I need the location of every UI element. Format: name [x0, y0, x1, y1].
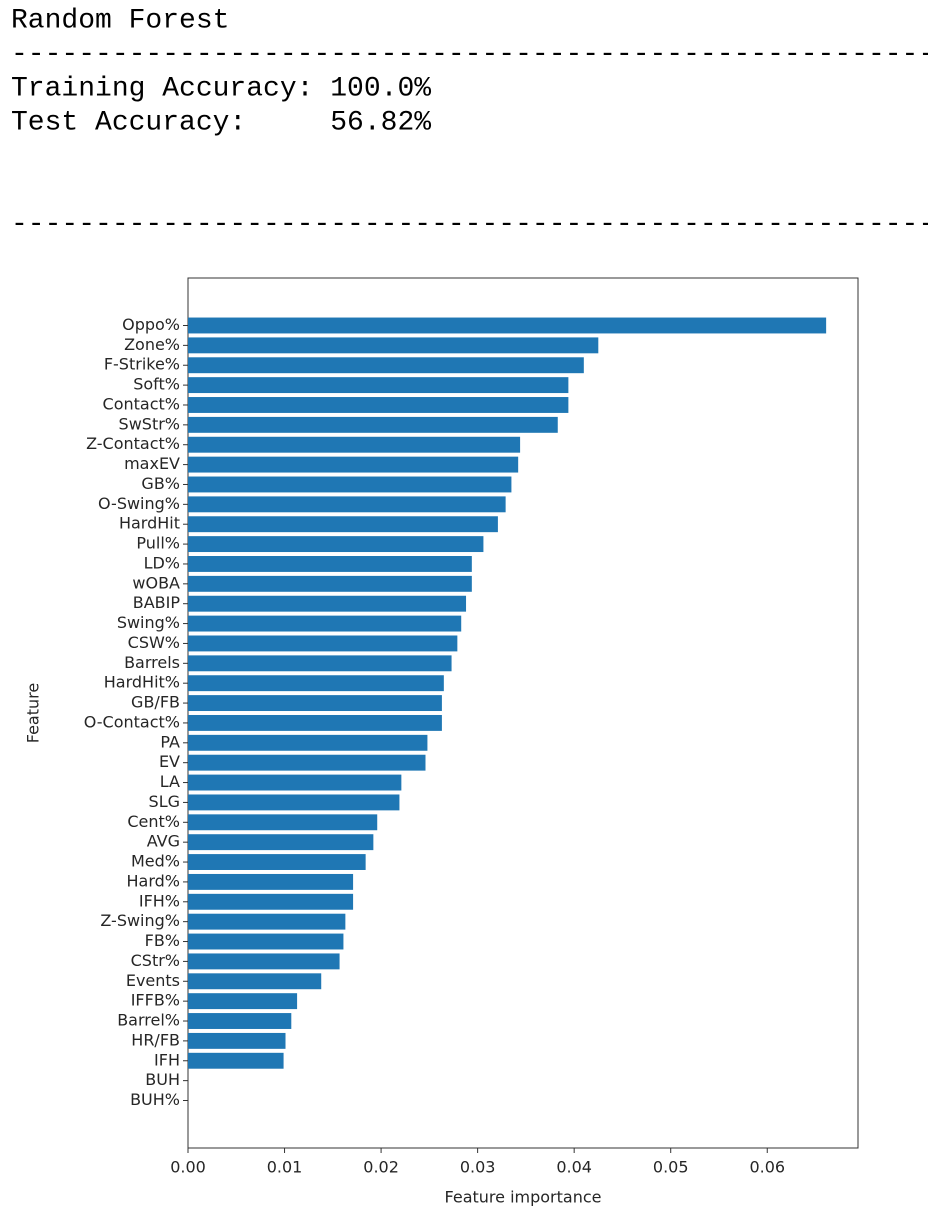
- y-tick-label: Contact%: [103, 394, 180, 413]
- separator: ----------------------------------------…: [11, 39, 928, 70]
- bar: [188, 734, 428, 751]
- y-tick-label: CSW%: [128, 633, 180, 652]
- training-accuracy: Training Accuracy: 100.0%: [11, 73, 431, 104]
- bar: [188, 814, 378, 831]
- y-tick-label: FB%: [145, 931, 180, 950]
- y-tick-label: IFH: [154, 1050, 180, 1069]
- bar: [188, 476, 512, 493]
- y-tick-label: Cent%: [127, 812, 180, 831]
- x-tick-label: 0.02: [363, 1158, 399, 1177]
- y-tick-label: HardHit: [119, 514, 180, 533]
- y-tick-label: Events: [126, 971, 180, 990]
- y-tick-label: Soft%: [133, 375, 180, 394]
- bar: [188, 933, 344, 950]
- y-tick-label: Zone%: [124, 335, 180, 354]
- bar: [188, 575, 472, 592]
- y-tick-label: O-Swing%: [98, 494, 180, 513]
- bar: [188, 774, 402, 791]
- plot-frame: [187, 277, 859, 1149]
- bar: [188, 754, 426, 771]
- model-title: Random Forest: [11, 5, 229, 36]
- x-tick-label: 0.00: [170, 1158, 206, 1177]
- bar: [188, 357, 584, 374]
- bar: [188, 496, 506, 513]
- bar: [188, 615, 462, 632]
- bar: [188, 854, 366, 870]
- bar: [188, 456, 519, 473]
- x-tick-label: 0.06: [749, 1158, 785, 1177]
- bar: [188, 516, 498, 533]
- y-tick-label: HardHit%: [104, 673, 180, 692]
- bar: [188, 675, 444, 692]
- y-tick-label: Swing%: [117, 613, 180, 632]
- bar: [188, 337, 599, 354]
- bar: [188, 873, 354, 890]
- bar: [188, 913, 346, 930]
- y-tick-label: LA: [160, 772, 180, 791]
- y-tick-label: maxEV: [124, 454, 180, 473]
- y-tick-label: BUH%: [130, 1090, 180, 1109]
- y-tick-label: AVG: [147, 832, 180, 851]
- y-tick-label: EV: [159, 752, 180, 771]
- y-tick-label: Med%: [131, 852, 180, 871]
- y-tick-label: F-Strike%: [104, 355, 180, 374]
- bar: [188, 993, 298, 1010]
- bar: [188, 1032, 286, 1049]
- bar: [188, 834, 374, 851]
- bar: [188, 536, 484, 553]
- y-tick-label: HR/FB: [131, 1030, 180, 1049]
- y-tick-label: Barrel%: [117, 1011, 180, 1030]
- y-tick-label: Pull%: [136, 534, 180, 553]
- bar: [188, 436, 521, 453]
- separator: ----------------------------------------…: [11, 209, 928, 240]
- y-tick-label: Z-Contact%: [86, 434, 180, 453]
- bar: [188, 317, 827, 334]
- y-tick-label: PA: [160, 732, 180, 751]
- test-accuracy: Test Accuracy: 56.82%: [11, 107, 431, 138]
- y-tick-label: GB%: [141, 474, 180, 493]
- x-tick-label: 0.05: [653, 1158, 689, 1177]
- y-tick-label: IFH%: [139, 891, 180, 910]
- bar: [188, 794, 400, 811]
- y-tick-label: CStr%: [131, 951, 180, 970]
- bar: [188, 973, 322, 990]
- y-tick-label: LD%: [144, 553, 180, 572]
- bar: [188, 714, 442, 731]
- y-tick-label: BUH: [145, 1070, 180, 1089]
- bar: [188, 655, 452, 672]
- bar: [188, 1052, 284, 1069]
- y-tick-label: wOBA: [132, 573, 180, 592]
- y-tick-label: Barrels: [124, 653, 180, 672]
- x-tick-label: 0.01: [267, 1158, 303, 1177]
- bar: [188, 893, 354, 910]
- x-tick-label: 0.03: [460, 1158, 496, 1177]
- x-axis-label: Feature importance: [445, 1188, 602, 1207]
- y-tick-label: BABIP: [133, 593, 181, 612]
- y-tick-label: Oppo%: [122, 315, 180, 334]
- bar: [188, 416, 558, 433]
- bar: [188, 1013, 292, 1029]
- y-tick-label: SLG: [149, 792, 180, 811]
- bar: [188, 595, 467, 612]
- y-tick-label: Hard%: [127, 871, 181, 890]
- y-tick-label: Z-Swing%: [100, 911, 180, 930]
- bar: [188, 695, 442, 712]
- bar: [188, 397, 569, 413]
- y-tick-label: IFFB%: [131, 991, 180, 1010]
- y-axis-label: Feature: [24, 683, 43, 743]
- y-tick-label: SwStr%: [119, 414, 180, 433]
- y-tick-label: GB/FB: [131, 693, 180, 712]
- bar: [188, 635, 458, 652]
- x-tick-label: 0.04: [556, 1158, 592, 1177]
- bar: [188, 556, 472, 572]
- bar: [188, 953, 340, 970]
- bar: [188, 377, 569, 394]
- y-tick-label: O-Contact%: [84, 712, 180, 731]
